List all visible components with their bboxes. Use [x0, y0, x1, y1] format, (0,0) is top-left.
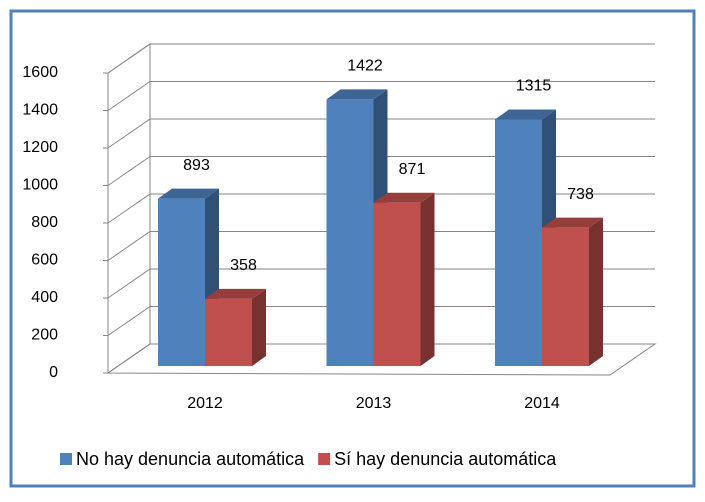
x-tick-label: 2012 [187, 395, 223, 412]
y-tick-label: 400 [31, 289, 58, 306]
data-label: 871 [399, 161, 426, 178]
bar-front [326, 99, 374, 366]
bar-side [420, 192, 435, 366]
grid-line [107, 343, 655, 374]
y-tick-label: 200 [31, 327, 58, 344]
data-label: 1422 [347, 58, 383, 75]
bar-front [158, 198, 205, 366]
bar-top [326, 89, 388, 100]
grid-line [107, 231, 655, 261]
legend-label: No hay denuncia automática [76, 449, 305, 469]
bar [205, 288, 266, 366]
grid-line [107, 43, 655, 74]
bar [373, 192, 435, 366]
y-tick-label: 800 [31, 214, 58, 231]
bar-top [495, 109, 556, 120]
legend-label: Sí hay denuncia automática [334, 449, 557, 469]
bar-side [252, 288, 266, 366]
bar-front [495, 119, 542, 366]
y-tick-label: 600 [31, 252, 58, 269]
data-label: 893 [183, 157, 210, 174]
bar-top [158, 188, 219, 199]
y-tick-label: 1400 [22, 102, 58, 119]
grid-line [107, 306, 655, 336]
bar [542, 217, 603, 366]
legend-swatch [318, 453, 331, 465]
legend-swatch [60, 453, 72, 465]
grid-line [107, 81, 655, 111]
bar-front [373, 202, 421, 366]
bar-front [205, 298, 252, 366]
grid-line [107, 118, 655, 149]
x-tick-label: 2014 [524, 395, 560, 412]
grid-line [107, 156, 655, 186]
y-tick-label: 1200 [22, 139, 58, 156]
bar-top [373, 192, 435, 203]
bar-side [589, 217, 603, 366]
grid-line [107, 193, 655, 224]
bar-front [542, 227, 589, 366]
data-label: 358 [230, 257, 257, 274]
grid-line [107, 268, 655, 299]
data-label: 738 [567, 186, 594, 203]
y-tick-label: 1000 [22, 177, 58, 194]
bar-top [205, 288, 266, 299]
x-tick-label: 2013 [356, 395, 392, 412]
y-tick-label: 1600 [22, 64, 58, 81]
y-tick-label: 0 [49, 364, 58, 381]
data-label: 1315 [516, 78, 552, 95]
bar-top [542, 217, 603, 228]
